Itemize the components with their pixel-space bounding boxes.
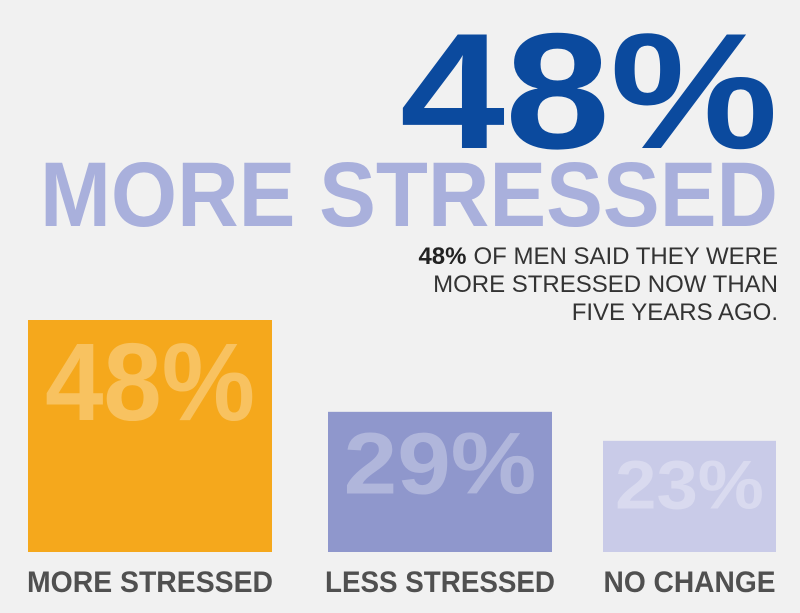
x-tick-label: LESS STRESSED [325, 566, 555, 599]
bar [328, 411, 552, 552]
subtitle-text: OF MEN SAID THEY WERE [474, 243, 779, 270]
subtitle-line: MORE STRESSED NOW THAN [433, 271, 778, 298]
subtitle-line: FIVE YEARS AGO. [572, 299, 778, 326]
x-tick-label: MORE STRESSED [27, 566, 273, 599]
headline: 48% [400, 0, 778, 183]
subtitle-lead: 48% [418, 243, 466, 270]
bar-value-label: 23% [615, 447, 764, 524]
bar-value-label: 29% [344, 416, 537, 513]
bar [603, 440, 776, 552]
bar-value-label: 48% [45, 321, 255, 444]
bar [28, 320, 272, 552]
subtitle-line: 48% OF MEN SAID THEY WERE [418, 243, 778, 270]
chart-title: MORE STRESSED [40, 144, 778, 246]
x-tick-label: NO CHANGE [604, 566, 776, 599]
